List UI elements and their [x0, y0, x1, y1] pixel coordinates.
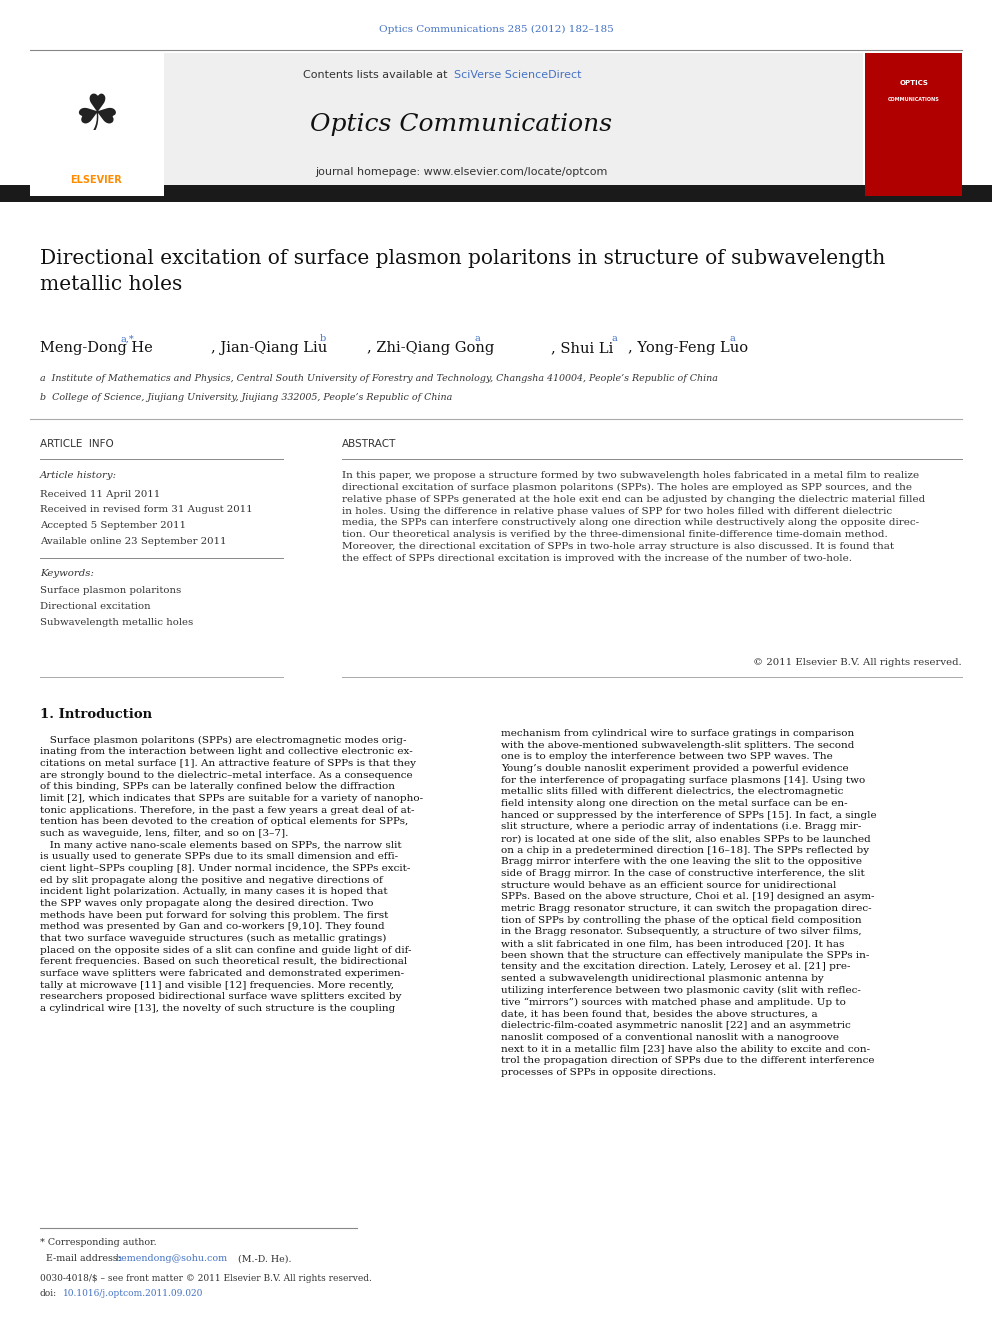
Text: Directional excitation: Directional excitation	[40, 602, 151, 611]
Text: , Jian-Qiang Liu: , Jian-Qiang Liu	[211, 341, 327, 355]
Text: E-mail address:: E-mail address:	[40, 1254, 124, 1263]
Bar	[0, 185, 992, 202]
Text: Contents lists available at: Contents lists available at	[304, 70, 451, 81]
Text: Meng-Dong He: Meng-Dong He	[40, 341, 153, 355]
Text: hemendong@sohu.com: hemendong@sohu.com	[116, 1254, 228, 1263]
Text: COMMUNICATIONS: COMMUNICATIONS	[888, 97, 939, 102]
Text: SciVerse ScienceDirect: SciVerse ScienceDirect	[454, 70, 582, 81]
Text: © 2011 Elsevier B.V. All rights reserved.: © 2011 Elsevier B.V. All rights reserved…	[754, 658, 962, 667]
Text: journal homepage: www.elsevier.com/locate/optcom: journal homepage: www.elsevier.com/locat…	[315, 167, 607, 177]
Text: Surface plasmon polaritons: Surface plasmon polaritons	[40, 586, 181, 595]
Bar	[30, 53, 863, 196]
Text: a,*: a,*	[121, 335, 134, 343]
Text: Available online 23 September 2011: Available online 23 September 2011	[40, 537, 226, 546]
Bar	[865, 53, 962, 196]
Text: Article history:: Article history:	[40, 471, 117, 480]
Text: b  College of Science, Jiujiang University, Jiujiang 332005, People’s Republic o: b College of Science, Jiujiang Universit…	[40, 393, 452, 402]
Text: ARTICLE  INFO: ARTICLE INFO	[40, 439, 113, 450]
Text: , Yong-Feng Luo: , Yong-Feng Luo	[628, 341, 748, 355]
Text: Keywords:: Keywords:	[40, 569, 93, 578]
Text: ☘: ☘	[73, 93, 119, 140]
Text: (M.-D. He).: (M.-D. He).	[235, 1254, 292, 1263]
Text: mechanism from cylindrical wire to surface gratings in comparison
with the above: mechanism from cylindrical wire to surfa…	[501, 729, 877, 1077]
Text: Optics Communications 285 (2012) 182–185: Optics Communications 285 (2012) 182–185	[379, 25, 613, 33]
Text: Optics Communications: Optics Communications	[310, 112, 612, 136]
Text: a: a	[729, 335, 735, 343]
Text: ABSTRACT: ABSTRACT	[342, 439, 397, 450]
Text: a: a	[611, 335, 617, 343]
Text: , Zhi-Qiang Gong: , Zhi-Qiang Gong	[367, 341, 494, 355]
Text: doi:: doi:	[40, 1289, 57, 1298]
Text: * Corresponding author.: * Corresponding author.	[40, 1238, 157, 1248]
Text: 10.1016/j.optcom.2011.09.020: 10.1016/j.optcom.2011.09.020	[62, 1289, 203, 1298]
Text: a  Institute of Mathematics and Physics, Central South University of Forestry an: a Institute of Mathematics and Physics, …	[40, 374, 717, 384]
Text: Subwavelength metallic holes: Subwavelength metallic holes	[40, 618, 192, 627]
Text: Accepted 5 September 2011: Accepted 5 September 2011	[40, 521, 186, 531]
Text: OPTICS: OPTICS	[899, 81, 929, 86]
Text: ELSEVIER: ELSEVIER	[70, 175, 122, 185]
Text: Surface plasmon polaritons (SPPs) are electromagnetic modes orig-
inating from t: Surface plasmon polaritons (SPPs) are el…	[40, 736, 423, 1013]
Text: Received 11 April 2011: Received 11 April 2011	[40, 490, 160, 499]
Text: b: b	[319, 335, 325, 343]
Bar	[30, 53, 164, 196]
Text: In this paper, we propose a structure formed by two subwavelength holes fabricat: In this paper, we propose a structure fo…	[342, 471, 926, 562]
Text: 0030-4018/$ – see front matter © 2011 Elsevier B.V. All rights reserved.: 0030-4018/$ – see front matter © 2011 El…	[40, 1274, 372, 1283]
Text: 1. Introduction: 1. Introduction	[40, 708, 152, 721]
Text: , Shui Li: , Shui Li	[551, 341, 613, 355]
Text: Directional excitation of surface plasmon polaritons in structure of subwaveleng: Directional excitation of surface plasmo…	[40, 249, 885, 294]
Text: a: a	[475, 335, 481, 343]
Text: Received in revised form 31 August 2011: Received in revised form 31 August 2011	[40, 505, 252, 515]
